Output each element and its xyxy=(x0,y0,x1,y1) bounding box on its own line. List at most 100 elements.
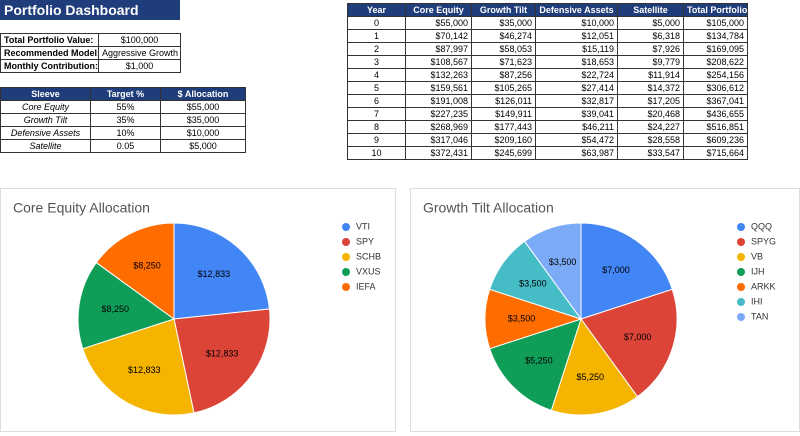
table-row: 7 $227,235 $149,911 $39,041 $20,468 $436,655 xyxy=(347,107,748,121)
table-cell: 6 xyxy=(347,94,406,108)
table-cell: $55,000 xyxy=(160,100,246,114)
legend-label: ARKK xyxy=(751,281,776,291)
table-cell: $105,000 xyxy=(683,16,748,30)
legend-label: IHI xyxy=(751,296,763,306)
table-cell: Satellite xyxy=(0,139,91,153)
table-cell: $100,000 xyxy=(98,33,181,47)
table-cell: $132,263 xyxy=(405,68,472,82)
table-cell: 5 xyxy=(347,81,406,95)
pie-slice xyxy=(489,318,582,411)
pie-chart: Core Equity Allocation $12,833 $12,833 $12,… xyxy=(13,200,381,416)
table-cell: $20,468 xyxy=(617,107,684,121)
legend-label: VB xyxy=(751,251,763,261)
legend-label: SCHB xyxy=(356,251,381,261)
table-cell: $35,000 xyxy=(160,113,246,127)
table-cell: $9,779 xyxy=(617,55,684,69)
table-row: Monthly Contribution: $1,000 xyxy=(0,59,181,73)
slice-label: $12,833 xyxy=(206,348,239,358)
legend-swatch xyxy=(737,298,745,306)
column-header: Core Equity xyxy=(405,3,472,17)
table-cell: $134,784 xyxy=(683,29,748,43)
table-row: Defensive Assets 10% $10,000 xyxy=(0,126,246,140)
table-cell: $159,561 xyxy=(405,81,472,95)
table-cell: 0.05 xyxy=(90,139,161,153)
table-cell: Core Equity xyxy=(0,100,91,114)
legend-swatch xyxy=(342,238,350,246)
legend-swatch xyxy=(342,268,350,276)
column-header: Target % xyxy=(90,87,161,101)
legend-label: VTI xyxy=(356,221,370,231)
table-cell: $32,817 xyxy=(535,94,618,108)
table-cell: $63,987 xyxy=(535,146,618,160)
table-cell: $516,851 xyxy=(683,120,748,134)
table-row: Total Portfolio Value: $100,000 xyxy=(0,33,181,47)
column-header: $ Allocation xyxy=(160,87,246,101)
table-cell: $268,969 xyxy=(405,120,472,134)
table-row: Recommended Model: Aggressive Growth xyxy=(0,46,181,60)
table-cell: $10,000 xyxy=(535,16,618,30)
column-header: Growth Tilt xyxy=(471,3,536,17)
table-row: 8 $268,969 $177,443 $46,211 $24,227 $516,851 xyxy=(347,120,748,134)
table-cell: $372,431 xyxy=(405,146,472,160)
table-cell: $177,443 xyxy=(471,120,536,134)
table-cell: $14,372 xyxy=(617,81,684,95)
table-cell: $149,911 xyxy=(471,107,536,121)
table-row: 3 $108,567 $71,623 $18,653 $9,779 $208,622 xyxy=(347,55,748,69)
table-cell: $367,041 xyxy=(683,94,748,108)
legend-label: IJH xyxy=(751,266,765,276)
table-cell: $46,211 xyxy=(535,120,618,134)
table-body: Year Core Equity Growth Tilt Defensive Asse… xyxy=(347,3,748,160)
legend-label: TAN xyxy=(751,311,768,321)
table-cell: $70,142 xyxy=(405,29,472,43)
slice-label: $8,250 xyxy=(133,260,161,270)
slice-label: $3,500 xyxy=(508,313,536,323)
dashboard-title: Portfolio Dashboard xyxy=(0,0,180,20)
table-cell: $22,724 xyxy=(535,68,618,82)
table-cell: $169,095 xyxy=(683,42,748,56)
table-body: Sleeve Target % $ Allocation Core Equity 55%… xyxy=(0,87,246,153)
table-cell: 2 xyxy=(347,42,406,56)
table-cell: $39,041 xyxy=(535,107,618,121)
table-cell: 55% xyxy=(90,100,161,114)
slice-label: $5,250 xyxy=(525,355,553,365)
table-row: Core Equity 55% $55,000 xyxy=(0,100,246,114)
table-cell: $227,235 xyxy=(405,107,472,121)
table-row: 4 $132,263 $87,256 $22,724 $11,914 $254,156 xyxy=(347,68,748,82)
table-cell: $28,558 xyxy=(617,133,684,147)
table-cell: $87,256 xyxy=(471,68,536,82)
table-row: 1 $70,142 $46,274 $12,051 $6,318 $134,784 xyxy=(347,29,748,43)
legend-swatch xyxy=(737,253,745,261)
table-cell: $87,997 xyxy=(405,42,472,56)
pie-slice xyxy=(82,318,195,416)
pie-slice xyxy=(580,222,673,320)
table-row: Satellite 0.05 $5,000 xyxy=(0,139,246,153)
table-cell: $317,046 xyxy=(405,133,472,147)
chart-title: Growth Tilt Allocation xyxy=(423,200,554,216)
legend-swatch xyxy=(342,283,350,291)
table-cell: Aggressive Growth xyxy=(98,46,181,60)
table-cell: $7,926 xyxy=(617,42,684,56)
table-cell: $10,000 xyxy=(160,126,246,140)
slice-label: $7,000 xyxy=(624,332,652,342)
legend-swatch xyxy=(342,223,350,231)
table-cell: Defensive Assets xyxy=(0,126,91,140)
column-header: Sleeve xyxy=(0,87,91,101)
table-cell: 9 xyxy=(347,133,406,147)
table-cell: $126,011 xyxy=(471,94,536,108)
slice-label: $7,000 xyxy=(602,265,630,275)
legend-swatch xyxy=(737,238,745,246)
table-cell: $105,265 xyxy=(471,81,536,95)
pie-slice xyxy=(550,317,639,416)
chart-title: Core Equity Allocation xyxy=(13,200,150,216)
table-cell: 3 xyxy=(347,55,406,69)
table-cell: $15,119 xyxy=(535,42,618,56)
table-cell: $245,699 xyxy=(471,146,536,160)
table-cell: $11,914 xyxy=(617,68,684,82)
pie-slice xyxy=(580,288,678,398)
table-cell: $254,156 xyxy=(683,68,748,82)
table-cell: $12,051 xyxy=(535,29,618,43)
table-cell: 1 xyxy=(347,29,406,43)
table-row: 5 $159,561 $105,265 $27,414 $14,372 $306,612 xyxy=(347,81,748,95)
slice-label: $12,833 xyxy=(198,269,231,279)
